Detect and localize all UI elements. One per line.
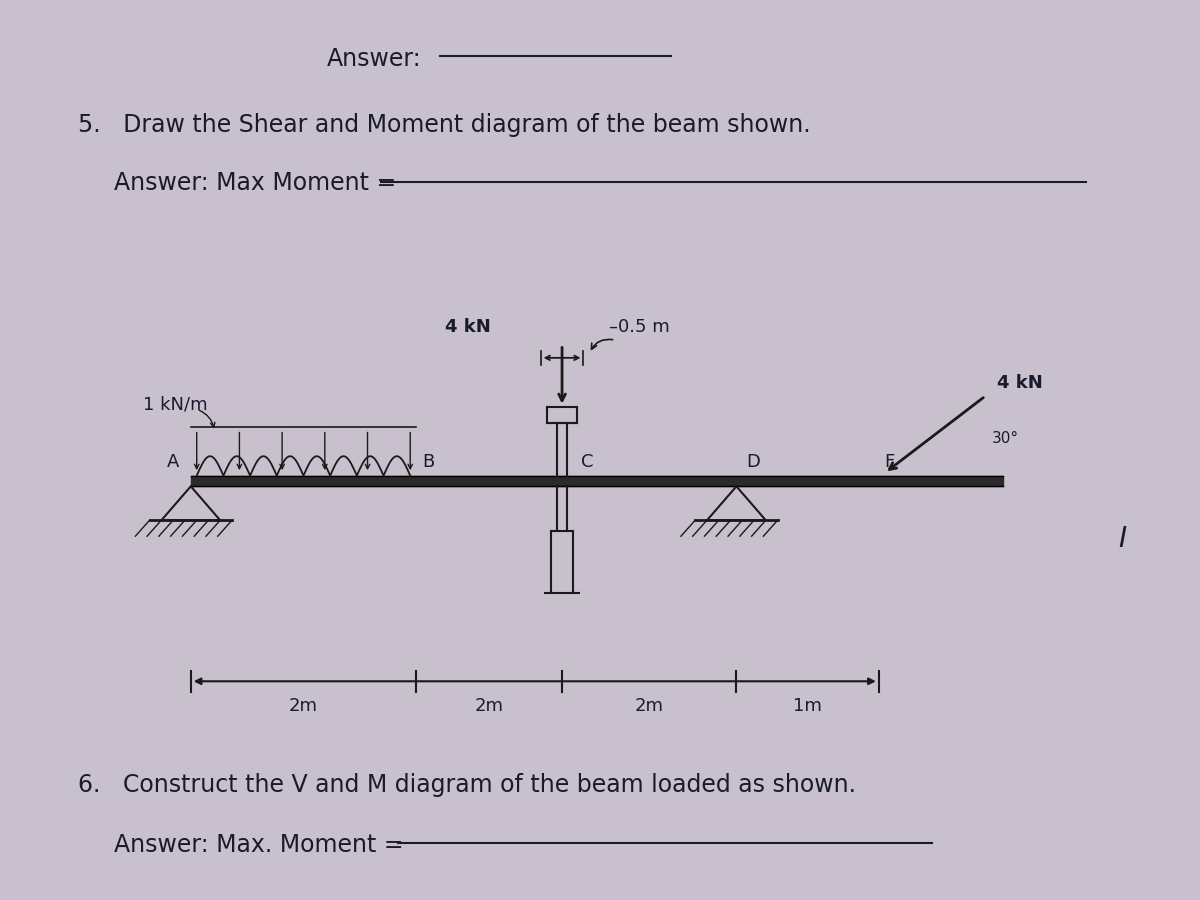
Text: I: I <box>1118 525 1126 553</box>
Text: 4 kN: 4 kN <box>997 374 1043 392</box>
Text: –0.5 m: –0.5 m <box>610 318 671 336</box>
Text: 1 kN/m: 1 kN/m <box>143 396 208 414</box>
Text: 2m: 2m <box>474 698 504 716</box>
Text: Answer: Max Moment =: Answer: Max Moment = <box>114 171 396 195</box>
Text: Answer: Max. Moment =: Answer: Max. Moment = <box>114 832 403 857</box>
Text: Answer:: Answer: <box>328 47 422 71</box>
Text: 4 kN: 4 kN <box>445 318 491 336</box>
Text: C: C <box>581 454 594 472</box>
Text: 2m: 2m <box>635 698 664 716</box>
Text: 6.   Construct the V and M diagram of the beam loaded as shown.: 6. Construct the V and M diagram of the … <box>78 773 856 797</box>
Text: 2m: 2m <box>289 698 318 716</box>
Bar <box>191 476 1003 486</box>
Text: 5.   Draw the Shear and Moment diagram of the beam shown.: 5. Draw the Shear and Moment diagram of … <box>78 113 811 138</box>
Text: D: D <box>746 454 760 472</box>
Text: F: F <box>884 454 895 472</box>
Text: A: A <box>167 454 179 472</box>
Text: 30°: 30° <box>991 431 1019 446</box>
Text: 1m: 1m <box>793 698 822 716</box>
Text: B: B <box>422 454 434 472</box>
